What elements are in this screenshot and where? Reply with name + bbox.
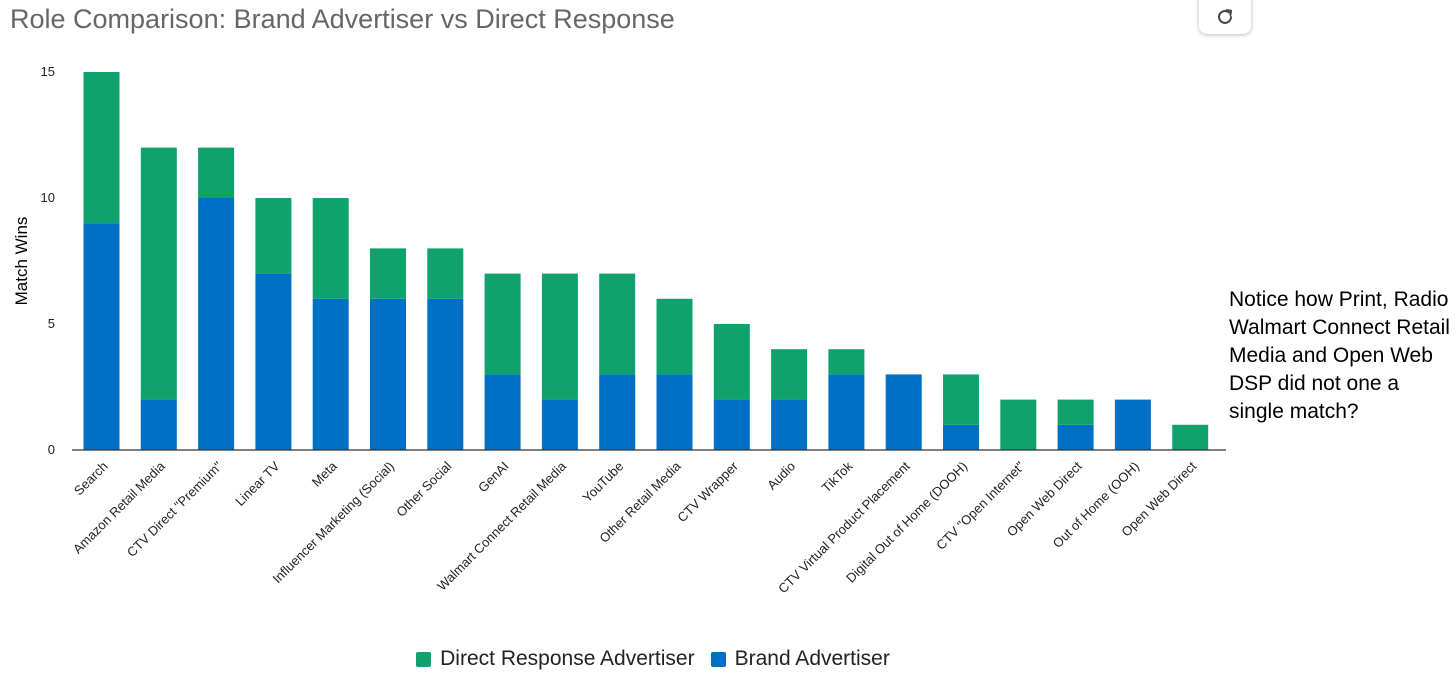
y-tick-label: 0 <box>48 442 55 457</box>
x-tick-label: Search <box>71 459 111 499</box>
bar-direct-response[interactable] <box>541 273 578 400</box>
legend-item-brand[interactable]: Brand Advertiser <box>710 647 890 671</box>
bar-direct-response[interactable] <box>943 374 979 425</box>
bar-direct-response[interactable] <box>255 198 292 274</box>
y-tick-label: 10 <box>41 190 55 205</box>
bar-brand[interactable] <box>885 374 922 450</box>
x-tick-label: Linear TV <box>232 458 283 509</box>
refresh-icon <box>1218 9 1233 24</box>
bar-brand[interactable] <box>713 399 750 450</box>
bar-brand[interactable] <box>312 298 349 450</box>
bar-direct-response[interactable] <box>1172 424 1209 450</box>
bar-brand[interactable] <box>255 273 292 450</box>
y-tick-label: 15 <box>41 64 55 79</box>
x-tick-label: Audio <box>764 459 798 493</box>
y-tick-label: 5 <box>48 316 55 331</box>
bar-brand[interactable] <box>427 298 464 450</box>
bar-brand[interactable] <box>140 399 177 450</box>
bar-direct-response[interactable] <box>312 198 349 299</box>
bar-direct-response[interactable] <box>828 349 865 375</box>
bar-direct-response[interactable] <box>140 147 177 400</box>
legend-label-direct-response: Direct Response Advertiser <box>440 647 695 670</box>
x-tick-label: Other Social <box>393 458 454 519</box>
x-tick-label: TikTok <box>819 458 856 495</box>
x-tick-label: Meta <box>309 458 341 490</box>
bar-brand[interactable] <box>1114 399 1151 450</box>
chart-title: Role Comparison: Brand Advertiser vs Dir… <box>10 4 675 34</box>
legend: Direct Response Advertiser Brand Adverti… <box>0 647 1456 671</box>
x-tick-label: Influencer Marketing (Social) <box>270 459 398 587</box>
legend-item-direct-response[interactable]: Direct Response Advertiser <box>416 647 695 671</box>
bar-brand[interactable] <box>771 399 808 450</box>
bar-brand[interactable] <box>1057 424 1094 450</box>
bar-brand[interactable] <box>198 198 235 450</box>
x-tick-label: CTV Wrapper <box>674 458 741 525</box>
legend-swatch-brand <box>710 651 726 667</box>
bar-brand[interactable] <box>370 298 406 450</box>
x-tick-label: YouTube <box>580 459 627 506</box>
bar-direct-response[interactable] <box>370 248 406 299</box>
x-tick-label: GenAI <box>475 459 512 496</box>
bar-direct-response[interactable] <box>83 72 120 224</box>
y-axis-label: Match Wins <box>12 217 31 306</box>
bar-direct-response[interactable] <box>771 349 808 400</box>
bar-direct-response[interactable] <box>427 248 464 299</box>
bar-direct-response[interactable] <box>656 298 693 375</box>
bar-direct-response[interactable] <box>484 273 521 375</box>
bar-brand[interactable] <box>541 399 578 450</box>
bar-direct-response[interactable] <box>1000 399 1037 450</box>
x-tick-label: Digital Out of Home (DOOH) <box>843 459 970 586</box>
bar-brand[interactable] <box>83 223 120 450</box>
bar-brand[interactable] <box>484 374 521 450</box>
bar-brand[interactable] <box>656 374 693 450</box>
bar-direct-response[interactable] <box>713 324 750 400</box>
refresh-button[interactable] <box>1199 0 1251 34</box>
bar-direct-response[interactable] <box>599 273 636 375</box>
bar-brand[interactable] <box>943 424 979 450</box>
annotation-note: Notice how Print, Radio Walmart Connect … <box>1229 288 1450 423</box>
bar-brand[interactable] <box>599 374 636 450</box>
x-tick-label: CTV Direct "Premium" <box>124 458 226 560</box>
bar-brand[interactable] <box>828 374 865 450</box>
legend-label-brand: Brand Advertiser <box>734 647 890 670</box>
bar-direct-response[interactable] <box>198 147 235 198</box>
bar-direct-response[interactable] <box>1057 399 1094 425</box>
legend-swatch-direct-response <box>416 651 432 667</box>
